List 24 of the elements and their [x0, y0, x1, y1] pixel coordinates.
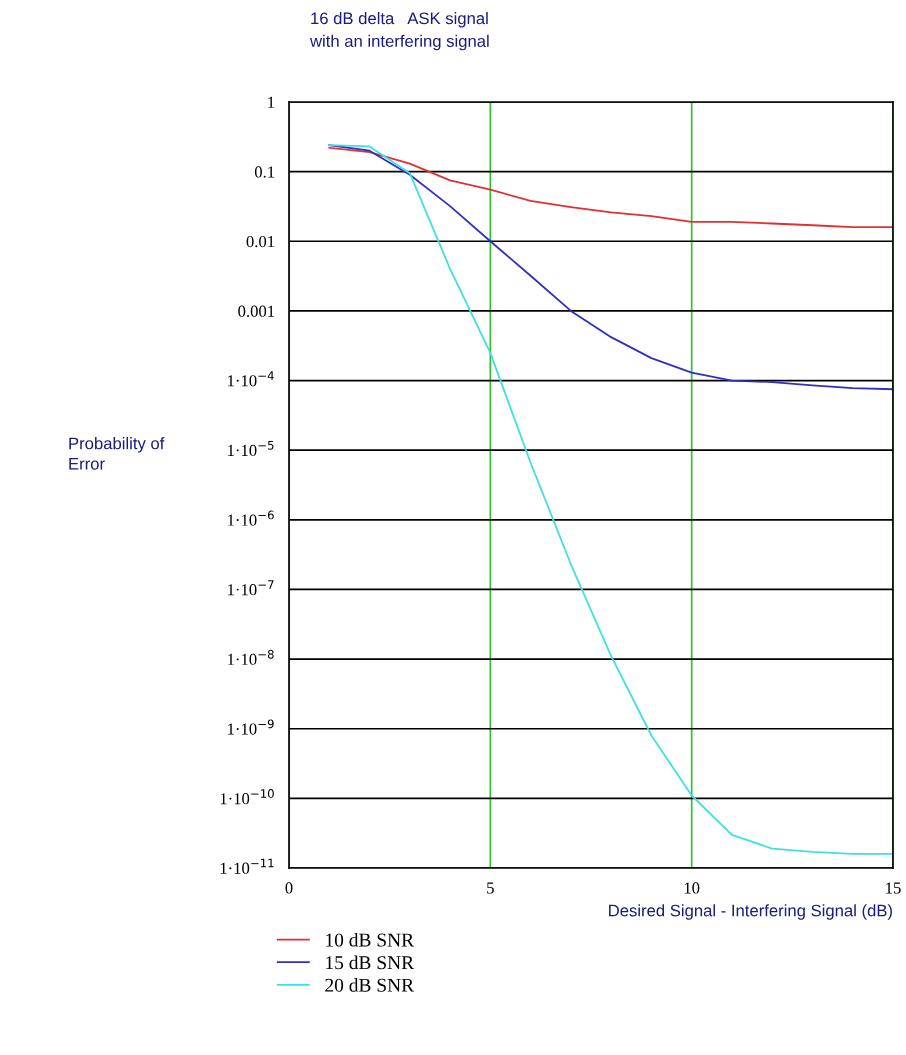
y-tick-label: 0.01 [246, 235, 275, 248]
y-tick-label: 1·10$^{−5}$ [228, 440, 274, 457]
y-tick-label: 1·10$^{−7}$ [228, 580, 274, 596]
y-tick-label: 1·10$^{−8}$ [228, 649, 274, 666]
legend-label: 15 dB SNR [326, 955, 415, 970]
line-series [328, 144, 893, 855]
y-tick-label: 0.1 [254, 166, 275, 178]
y-tick-label: 1·10$^{−9}$ [228, 719, 274, 735]
y-tick-label: 1·10$^{−6}$ [228, 510, 274, 526]
x-axis-title: Desired Signal - Interfering Signal (dB) [609, 904, 892, 920]
y-tick-label: 1·10$^{−4}$ [228, 371, 274, 387]
x-tick-label: 5 [487, 882, 494, 894]
chart-title: 16 dB delta ASK signal with an interfering signal [309, 12, 489, 51]
legend-label: 10 dB SNR [326, 932, 415, 947]
y-tick-label: 0.001 [238, 305, 275, 317]
x-tick-label: 10 [684, 882, 700, 894]
y-axis-title: Probability of Error [69, 437, 165, 470]
legend-label: 20 dB SNR [325, 978, 415, 992]
y-tick-label: 1·10$^{−11}$ [220, 858, 274, 874]
y-tick-label: 1·10$^{−10}$ [220, 789, 274, 805]
x-tick-label: 0 [285, 882, 293, 894]
x-tick-label: 15 [886, 882, 901, 894]
y-tick-label: 1 [268, 96, 275, 108]
line-series [328, 146, 893, 228]
